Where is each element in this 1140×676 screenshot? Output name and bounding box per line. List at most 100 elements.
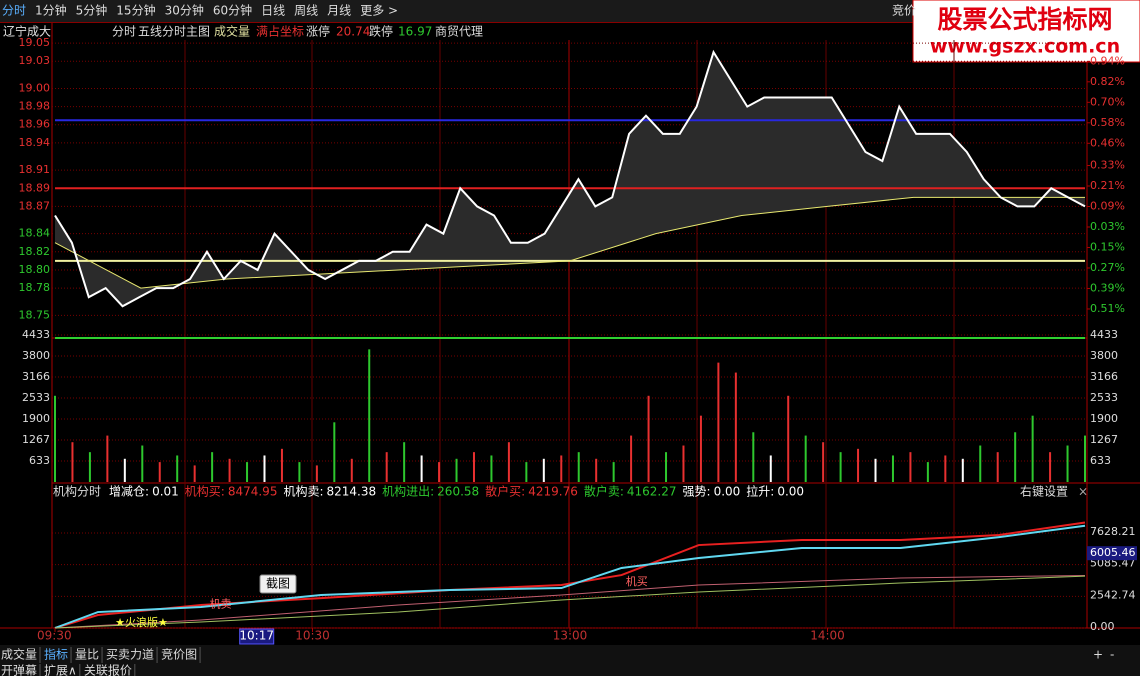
indicator-name: 机构分时 xyxy=(53,484,101,499)
volume-bar xyxy=(682,445,685,482)
toolbar-tab[interactable]: 1分钟 xyxy=(35,3,67,18)
indicator-item-value: 4162.27 xyxy=(627,485,677,499)
toolbar-tab[interactable]: 更多 > xyxy=(360,4,398,18)
volume-bar xyxy=(1084,435,1086,482)
y-tick-label: 19.03 xyxy=(19,54,51,67)
bottom-tab[interactable]: 量比 xyxy=(75,648,99,662)
y2-tick-label: 3800 xyxy=(1090,349,1118,362)
indicator-item-label: 增减仓: xyxy=(109,485,149,499)
full-axis[interactable]: 满占坐标 xyxy=(256,24,304,39)
volume-bar xyxy=(158,462,161,482)
indicator-item-value: 8474.95 xyxy=(228,485,278,499)
y2-tick-label: 4433 xyxy=(1090,328,1118,341)
volume-bar xyxy=(1014,432,1017,482)
y2-tick-label: 0.58% xyxy=(1090,116,1125,129)
volume-bar xyxy=(560,455,563,482)
cursor-value: 6005.46 xyxy=(1090,546,1136,559)
volume-bar xyxy=(71,442,74,482)
volume-bar xyxy=(874,458,877,482)
y2-tick-label: 2542.74 xyxy=(1090,588,1136,601)
y-tick-label: 633 xyxy=(29,454,50,467)
y-tick-label: 2533 xyxy=(22,391,50,404)
y2-tick-label: 0.00 xyxy=(1090,620,1115,633)
stock-name: 辽宁成大 xyxy=(3,24,51,39)
y-tick-label: 18.96 xyxy=(19,118,51,131)
close-icon[interactable]: × xyxy=(1078,485,1088,499)
indicator-item-value: 0.00 xyxy=(777,485,804,499)
indicator-item-value: 260.58 xyxy=(437,485,479,499)
toolbar-tab[interactable]: 日线 xyxy=(261,4,285,18)
y2-tick-label: 0.03% xyxy=(1090,220,1125,233)
zoom-button[interactable]: + xyxy=(1093,648,1103,662)
toolbar-tab[interactable]: 分时 xyxy=(2,4,26,18)
y-tick-label: 18.75 xyxy=(19,308,51,321)
bottom-tab[interactable]: 指标 xyxy=(44,647,68,662)
indicator-settings[interactable]: 右键设置 xyxy=(1020,484,1068,499)
volume-bar xyxy=(280,448,283,482)
y2-tick-label: 0.51% xyxy=(1090,302,1125,315)
volume-label: 成交量 xyxy=(214,24,250,39)
toolbar-tab[interactable]: 15分钟 xyxy=(116,3,155,18)
volume-bar xyxy=(717,362,720,482)
bottom-tab[interactable]: 开弹幕 xyxy=(1,664,37,676)
volume-bar xyxy=(734,372,737,482)
bottom-tab[interactable]: 关联报价 xyxy=(84,663,132,676)
zoom-button[interactable]: - xyxy=(1110,648,1114,662)
volume-bar xyxy=(595,458,598,482)
volume-bar xyxy=(857,448,860,482)
screenshot-button[interactable]: 截图 xyxy=(266,577,290,591)
y-tick-label: 18.78 xyxy=(19,281,51,294)
toolbar-tab[interactable]: 30分钟 xyxy=(165,3,204,18)
bottom-tab[interactable]: 竞价图 xyxy=(161,648,197,662)
y-tick-label: 19.05 xyxy=(19,36,51,49)
volume-bar xyxy=(211,452,214,482)
y-tick-label: 18.82 xyxy=(19,245,51,258)
y-tick-label: 18.89 xyxy=(19,181,51,194)
toolbar-tab[interactable]: 5分钟 xyxy=(76,3,108,18)
toolbar-tab[interactable]: 周线 xyxy=(294,4,318,18)
mode: 分时 xyxy=(112,25,136,39)
volume-bar xyxy=(350,458,353,482)
limit-up-label: 涨停 xyxy=(306,24,330,39)
volume-bar xyxy=(665,452,668,482)
volume-bar xyxy=(228,458,231,482)
y2-tick-label: 633 xyxy=(1090,454,1111,467)
volume-bar xyxy=(472,452,475,482)
y2-tick-label: 0.27% xyxy=(1090,261,1125,274)
toolbar-right[interactable]: 竞价 xyxy=(892,4,916,18)
annotation: 机卖 xyxy=(210,596,232,610)
volume-bar xyxy=(926,462,929,482)
y2-tick-label: 0.70% xyxy=(1090,95,1125,108)
volume-bar xyxy=(769,455,772,482)
indicator-item-label: 散户买: xyxy=(485,484,525,499)
toolbar-tab[interactable]: 月线 xyxy=(327,4,351,18)
y2-tick-label: 0.82% xyxy=(1090,75,1125,88)
price-line xyxy=(54,49,1086,308)
volume-bar xyxy=(630,435,633,482)
y-tick-label: 18.84 xyxy=(19,227,51,240)
limit-down-label: 跌停 xyxy=(369,24,393,39)
time-label: 14:00 xyxy=(810,629,845,643)
volume-bar xyxy=(263,455,266,482)
y2-tick-label: 0.15% xyxy=(1090,240,1125,253)
volume-bar xyxy=(979,445,982,482)
bottom-tab[interactable]: 买卖力道 xyxy=(106,648,154,662)
annotation: ★火浪版★ xyxy=(115,615,168,629)
volume-bar xyxy=(944,455,947,482)
watermark-url: www.gszx.com.cn xyxy=(930,36,1120,58)
volume-bar xyxy=(193,465,196,482)
bottom-tab[interactable]: 成交量 xyxy=(1,647,37,662)
indicator-item-label: 机构买: xyxy=(185,484,225,499)
bottom-tab[interactable]: 扩展∧ xyxy=(44,664,77,676)
volume-bar xyxy=(1031,415,1034,482)
volume-bar xyxy=(298,462,301,482)
volume-bar xyxy=(176,455,179,482)
volume-bar xyxy=(368,349,371,482)
toolbar-tab[interactable]: 60分钟 xyxy=(213,3,252,18)
main-chart-name: 五线分时主图 xyxy=(138,25,210,39)
y2-tick-label: 2533 xyxy=(1090,391,1118,404)
screenshot-button-bg[interactable] xyxy=(259,574,297,594)
volume-bar xyxy=(542,458,545,482)
indicator-item-label: 机构进出: xyxy=(382,484,434,499)
